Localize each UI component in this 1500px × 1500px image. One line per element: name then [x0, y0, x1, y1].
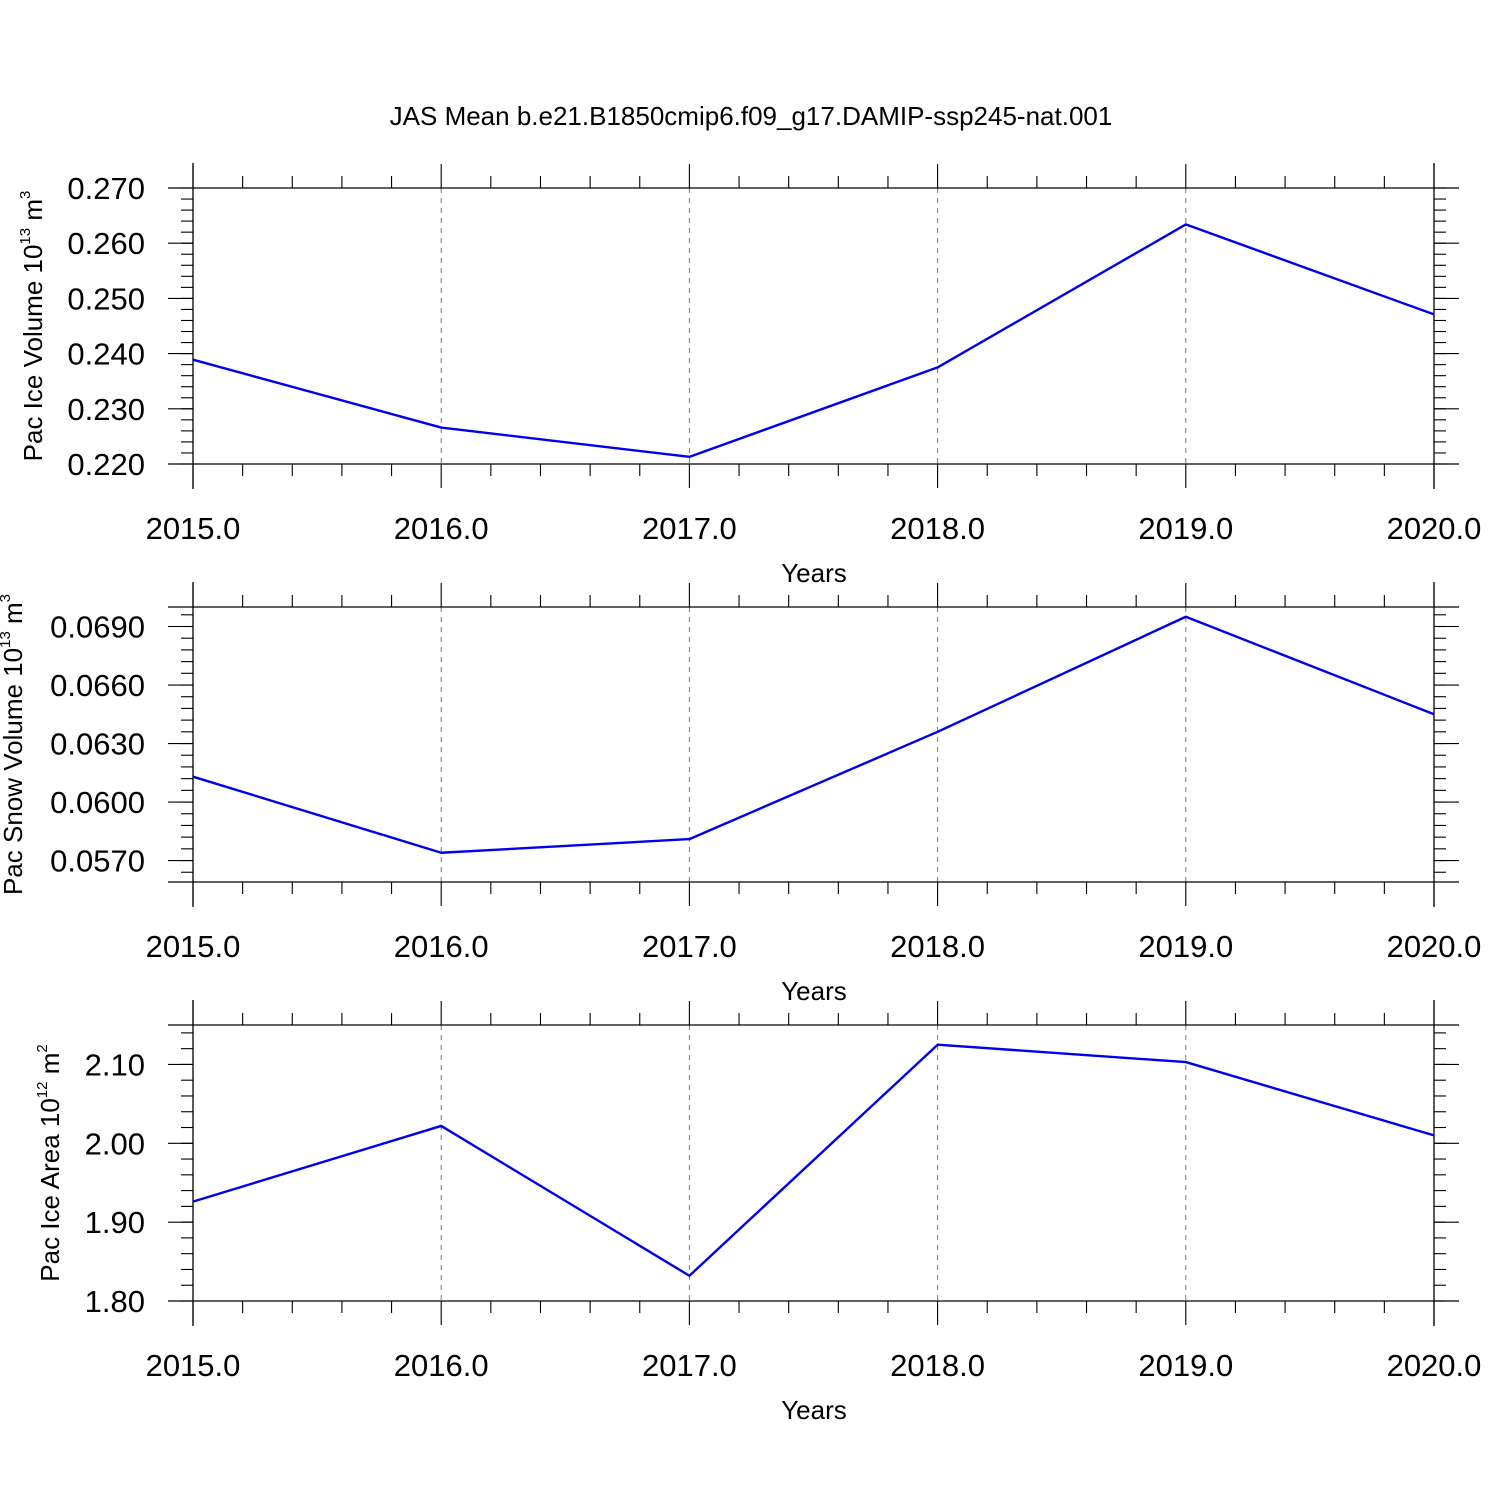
panels: 2015.0 2016.0 2017.0 2018.0 2019.0 2020.0 Year… — [0, 163, 1481, 1425]
y-tick-label: 0.0690 — [50, 610, 145, 645]
y-tick-label: 2.00 — [85, 1126, 145, 1161]
y-axis-label: Pac Snow Volume 1013 m3 — [0, 594, 28, 895]
y-tick-label: 0.270 — [67, 171, 145, 206]
x-tick-label: 2018.0 — [890, 511, 985, 546]
y-tick-label: 0.260 — [67, 226, 145, 261]
y-tick-label: 2.10 — [85, 1047, 145, 1082]
y-tick-label: 0.0600 — [50, 785, 145, 820]
x-tick-label: 2020.0 — [1387, 511, 1482, 546]
x-tick-label: 2016.0 — [394, 929, 489, 964]
panel-middle: 2015.0 2016.0 2017.0 2018.0 2019.0 2020.0 Year… — [0, 582, 1481, 1006]
y-tick-label: 1.90 — [85, 1205, 145, 1240]
series-line — [192, 1043, 1435, 1277]
y-tick-label: 0.0630 — [50, 727, 145, 762]
x-tick-label: 2016.0 — [394, 511, 489, 546]
y-tick-label: 0.230 — [67, 392, 145, 427]
x-tick-label: 2017.0 — [642, 511, 737, 546]
x-tick-label: 2018.0 — [890, 1348, 985, 1383]
series-line — [192, 223, 1435, 459]
x-tick-label: 2020.0 — [1387, 1348, 1482, 1383]
panel-top: 2015.0 2016.0 2017.0 2018.0 2019.0 2020.0 Year… — [17, 163, 1481, 588]
x-tick-label: 2015.0 — [146, 511, 241, 546]
y-tick-label: 1.80 — [85, 1284, 145, 1319]
x-tick-label: 2018.0 — [890, 929, 985, 964]
series-line — [192, 615, 1435, 854]
x-axis-label: Years — [781, 558, 847, 588]
x-tick-label: 2016.0 — [394, 1348, 489, 1383]
y-axis-label: Pac Ice Area 1012 m2 — [34, 1044, 65, 1281]
x-axis-label: Years — [781, 976, 847, 1006]
y-tick-label: 0.0570 — [50, 844, 145, 879]
panel-bottom: 2015.0 2016.0 2017.0 2018.0 2019.0 2020.0 Year… — [34, 1000, 1481, 1425]
y-axis-label: Pac Ice Volume 1013 m3 — [17, 191, 48, 462]
y-tick-label: 0.0660 — [50, 668, 145, 703]
x-tick-label: 2017.0 — [642, 1348, 737, 1383]
x-tick-label: 2017.0 — [642, 929, 737, 964]
x-tick-label: 2019.0 — [1138, 511, 1233, 546]
y-tick-label: 0.250 — [67, 281, 145, 316]
figure-title: JAS Mean b.e21.B1850cmip6.f09_g17.DAMIP-… — [390, 101, 1113, 131]
x-tick-label: 2015.0 — [146, 1348, 241, 1383]
y-tick-label: 0.220 — [67, 447, 145, 482]
x-axis-label: Years — [781, 1395, 847, 1425]
x-tick-label: 2015.0 — [146, 929, 241, 964]
x-tick-label: 2019.0 — [1138, 929, 1233, 964]
y-tick-label: 0.240 — [67, 337, 145, 372]
x-tick-label: 2019.0 — [1138, 1348, 1233, 1383]
x-tick-label: 2020.0 — [1387, 929, 1482, 964]
